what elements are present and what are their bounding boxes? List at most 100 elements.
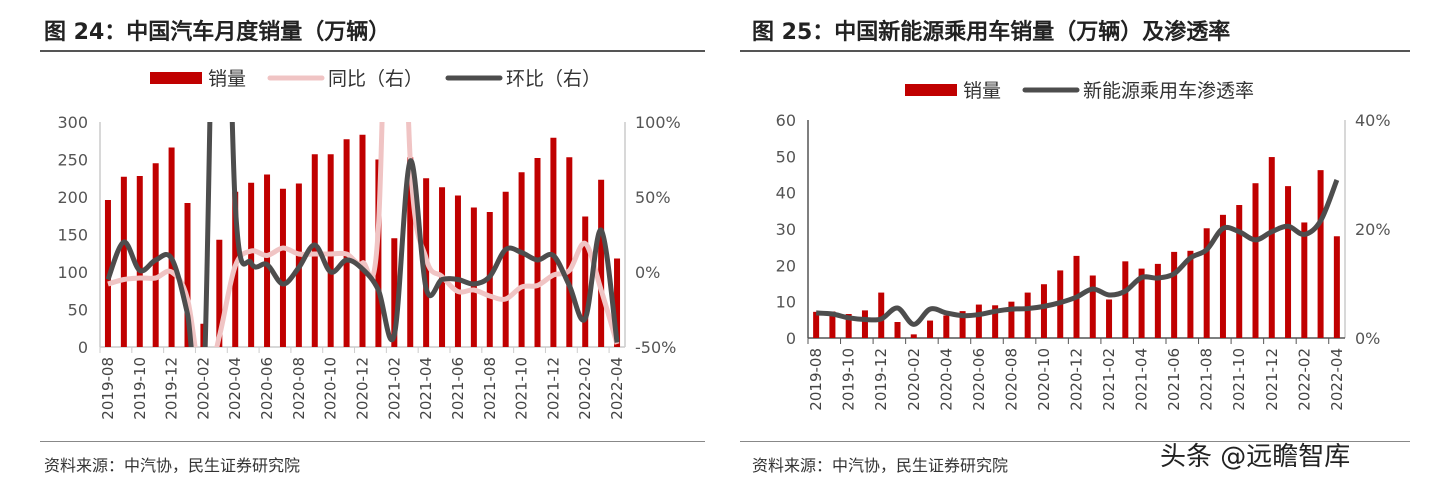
- x-tick-label: 2021-04: [417, 357, 435, 420]
- bar: [359, 134, 366, 347]
- chart-1: 0 10 20 30 40 50 60 0% 20% 40% 2019-08 2019-10 2019-…: [776, 80, 1391, 411]
- bar: [1333, 236, 1340, 338]
- y2-tick-label: 0%: [1355, 329, 1380, 348]
- series-line-1: [815, 179, 1340, 327]
- y2-tick-label: 50%: [635, 188, 671, 207]
- x-tick-label: 2021-06: [449, 357, 467, 420]
- y-tick-label: 300: [57, 113, 88, 132]
- x-tick-label: 2020-04: [937, 348, 955, 411]
- x-tick-label: 2020-06: [258, 357, 276, 420]
- y-tick-label: 40: [776, 184, 796, 203]
- series-line-2: [105, 122, 620, 347]
- bar: [1268, 157, 1275, 338]
- bar: [1040, 284, 1047, 338]
- title-divider: [740, 50, 1410, 52]
- source-note: 资料来源：中汽协，民生证券研究院: [752, 456, 1009, 475]
- bar: [343, 139, 350, 347]
- y-tick-label: 100: [57, 263, 88, 282]
- x-tick-label: 2021-12: [1263, 348, 1281, 411]
- x-tick-label: 2019-08: [99, 357, 117, 420]
- y-tick-label: 50: [776, 147, 796, 166]
- bar: [614, 258, 621, 347]
- source-note: 资料来源：中汽协，民生证券研究院: [44, 456, 301, 475]
- bar: [1024, 292, 1031, 338]
- bar: [943, 315, 950, 338]
- bar: [216, 239, 223, 347]
- bar: [407, 157, 414, 347]
- bar: [598, 179, 605, 347]
- x-tick-label: 2021-08: [1198, 348, 1216, 411]
- chart-title-24: 图 24：中国汽车月度销量（万辆）: [44, 20, 391, 45]
- bar: [168, 147, 175, 347]
- watermark: 头条 @远瞻智库: [1160, 442, 1351, 472]
- y-tick-label: 250: [57, 151, 88, 170]
- bar: [878, 292, 885, 338]
- bar: [1138, 268, 1145, 338]
- bar: [1089, 275, 1096, 338]
- y-tick-label: 150: [57, 226, 88, 245]
- y-tick-label: 20: [776, 256, 796, 275]
- x-tick-label: 2022-02: [1295, 348, 1313, 411]
- bar: [1187, 250, 1194, 338]
- y-tick-label: 60: [776, 111, 796, 130]
- y-tick-label: 10: [776, 293, 796, 312]
- bar: [845, 314, 852, 338]
- bar: [136, 176, 143, 347]
- bar: [534, 158, 541, 347]
- bar: [327, 154, 334, 347]
- x-tick-label: 2020-10: [322, 357, 340, 420]
- x-tick-label: 2020-02: [194, 357, 212, 420]
- bar: [927, 320, 934, 338]
- bar: [1008, 301, 1015, 338]
- bar: [184, 203, 191, 347]
- bar: [311, 154, 318, 347]
- y-tick-label: 0: [78, 338, 88, 357]
- y-tick-label: 50: [68, 301, 88, 320]
- bar: [1122, 261, 1129, 338]
- y-tick-label: 30: [776, 220, 796, 239]
- bar: [1171, 251, 1178, 338]
- bar: [1154, 263, 1161, 338]
- bar: [975, 304, 982, 338]
- x-tick-label: 2022-02: [576, 357, 594, 420]
- x-tick-label: 2021-08: [481, 357, 499, 420]
- bar: [439, 187, 446, 347]
- x-tick-label: 2020-02: [905, 348, 923, 411]
- legend-label: 销量: [963, 80, 1001, 102]
- x-tick-label: 2020-04: [226, 357, 244, 420]
- bar: [518, 172, 525, 347]
- legend-swatch: [905, 84, 957, 96]
- bar: [813, 311, 820, 338]
- x-tick-label: 2019-10: [840, 348, 858, 411]
- bar: [502, 191, 509, 347]
- x-tick-label: 2020-10: [1035, 348, 1053, 411]
- chart-0: 0 50 100 150 200 250 300 -50% 0% 50% 100% 2019-08 20…: [57, 68, 680, 420]
- bar: [1219, 214, 1226, 338]
- x-tick-label: 2021-02: [385, 357, 403, 420]
- bar: [279, 188, 286, 347]
- bar: [861, 310, 868, 338]
- bar: [1203, 228, 1210, 338]
- x-tick-label: 2019-08: [807, 348, 825, 411]
- y2-tick-label: 40%: [1355, 111, 1391, 130]
- x-tick-label: 2020-12: [1068, 348, 1086, 411]
- y-tick-label: 0: [786, 329, 796, 348]
- bar: [454, 195, 461, 347]
- x-tick-label: 2021-10: [513, 357, 531, 420]
- bar: [582, 216, 589, 347]
- x-tick-label: 2021-06: [1165, 348, 1183, 411]
- x-tick-label: 2021-02: [1100, 348, 1118, 411]
- x-tick-label: 2019-10: [131, 357, 149, 420]
- legend-label: 新能源乘用车渗透率: [1083, 80, 1254, 102]
- bar: [391, 238, 398, 347]
- legend-label: 销量: [208, 68, 246, 90]
- legend-swatch: [150, 72, 202, 84]
- bar: [120, 176, 127, 347]
- legend-label: 环比（右）: [506, 68, 601, 90]
- legend-label: 同比（右）: [328, 68, 423, 90]
- bar: [910, 334, 917, 338]
- source-divider: [740, 441, 1410, 442]
- bar: [566, 157, 573, 347]
- bar: [470, 207, 477, 347]
